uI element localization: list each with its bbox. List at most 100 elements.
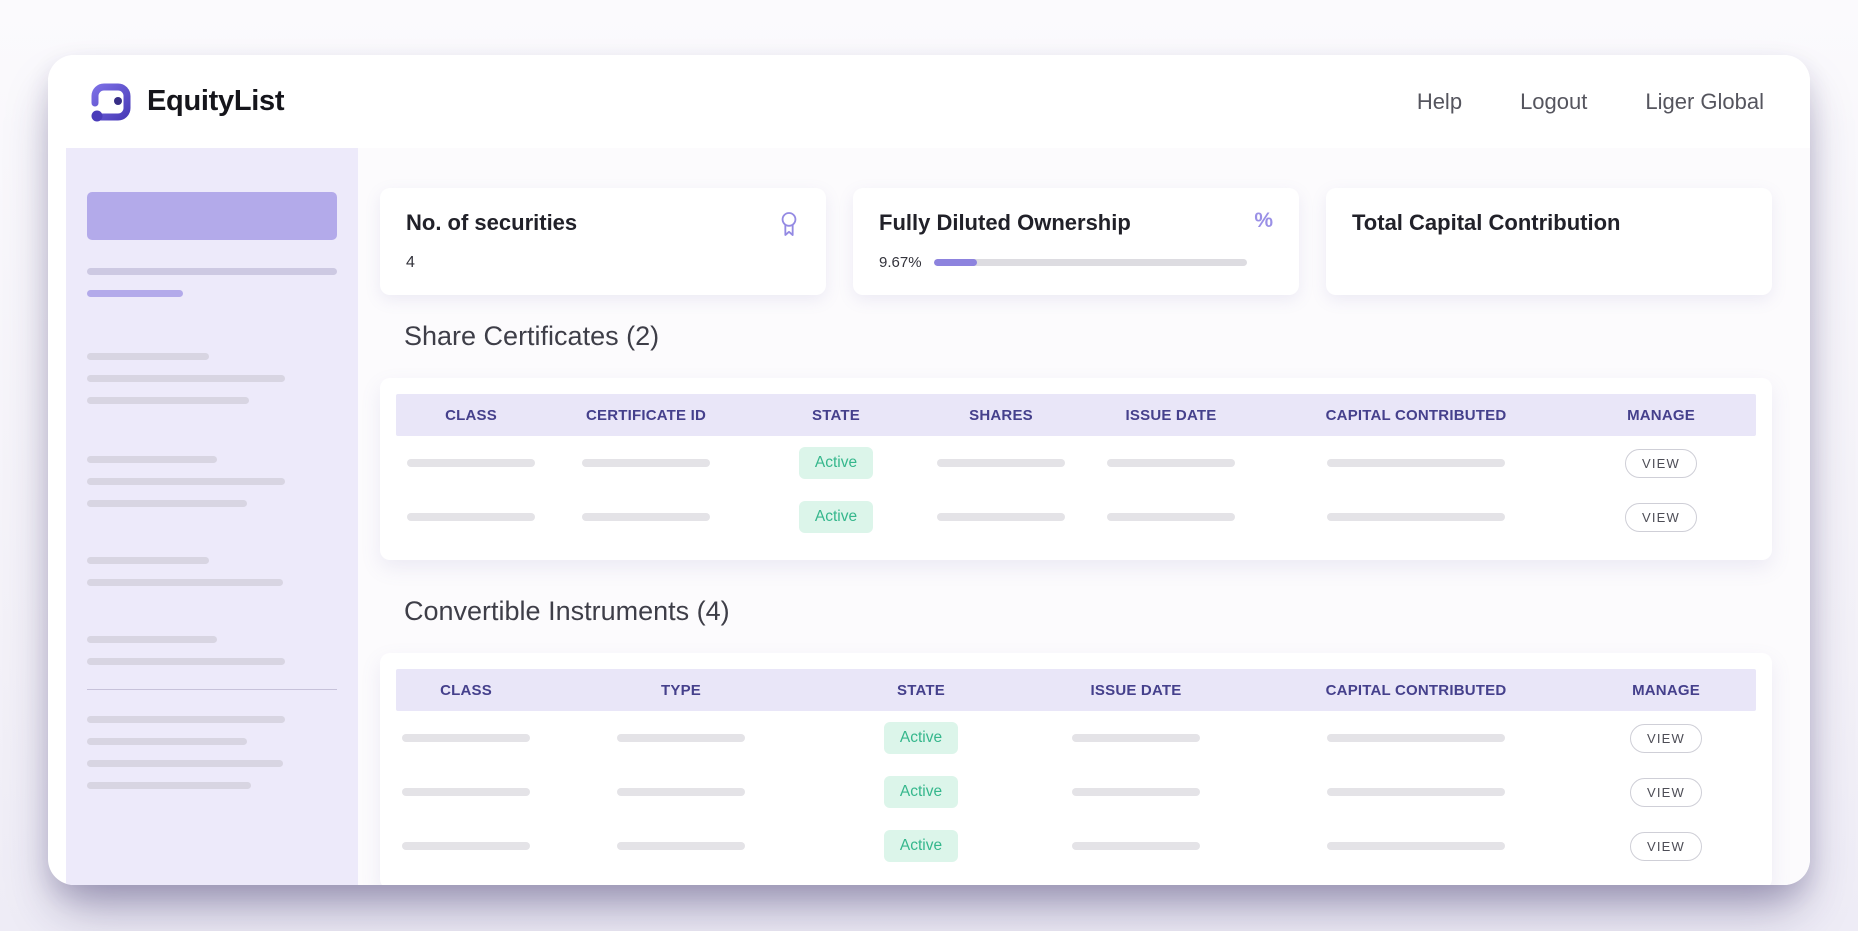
cell-state: Active — [746, 501, 926, 533]
equitylist-logo-icon — [91, 83, 131, 121]
status-badge: Active — [798, 501, 874, 533]
cell-certificate-id — [546, 459, 746, 467]
cell-skeleton — [1107, 459, 1235, 467]
cell-state: Active — [746, 447, 926, 479]
cell-state: Active — [826, 830, 1016, 862]
content-row: No. of securities 4 Fully Diluted Owners… — [48, 148, 1810, 885]
cell-skeleton — [402, 842, 530, 850]
stat-title: Fully Diluted Ownership — [879, 210, 1131, 235]
stat-card-capital: Total Capital Contribution — [1326, 188, 1772, 295]
stat-card-header: No. of securities — [406, 210, 800, 238]
stats-row: No. of securities 4 Fully Diluted Owners… — [380, 188, 1772, 295]
sidebar-skeleton-bar — [87, 658, 285, 665]
sidebar-skeleton-bar — [87, 478, 285, 485]
view-button[interactable]: VIEW — [1624, 502, 1698, 532]
status-badge: Active — [883, 722, 959, 754]
view-button[interactable]: VIEW — [1629, 831, 1703, 861]
stat-card-ownership: Fully Diluted Ownership % 9.67% — [853, 188, 1299, 295]
cell-skeleton — [1327, 842, 1505, 850]
cell-issue-date — [1076, 513, 1266, 521]
cell-class — [396, 513, 546, 521]
col-certificate-id: CERTIFICATE ID — [585, 406, 707, 424]
nav-help[interactable]: Help — [1416, 88, 1463, 114]
sidebar-skeleton-group — [87, 456, 337, 507]
cell-state: Active — [826, 776, 1016, 808]
sidebar-skeleton-bar — [87, 353, 209, 360]
sidebar-skeleton-bar — [87, 738, 247, 745]
brand-name: EquityList — [147, 85, 285, 117]
award-ribbon-icon — [781, 212, 797, 236]
securities-count: 4 — [406, 254, 415, 271]
col-capital-contributed: CAPITAL CONTRIBUTED — [1325, 681, 1507, 699]
ownership-value-row: 9.67% — [879, 254, 1273, 271]
cell-capital-contributed — [1256, 842, 1576, 850]
table-row: Active VIEW — [396, 490, 1756, 544]
convertible-instruments-title: Convertible Instruments (4) — [404, 596, 730, 626]
cell-capital-contributed — [1256, 788, 1576, 796]
cell-capital-contributed — [1256, 734, 1576, 742]
cell-class — [396, 842, 536, 850]
cell-manage: VIEW — [1566, 448, 1756, 478]
cell-type — [536, 842, 826, 850]
table-row: Active VIEW — [396, 436, 1756, 490]
view-button[interactable]: VIEW — [1624, 448, 1698, 478]
nav-account[interactable]: Liger Global — [1645, 88, 1764, 114]
cell-capital-contributed — [1266, 459, 1566, 467]
app-window: EquityList Help Logout Liger Global — [48, 55, 1810, 885]
col-manage: MANAGE — [1627, 406, 1695, 424]
sidebar-skeleton-bar — [87, 760, 283, 767]
sidebar-skeleton-group — [87, 716, 337, 789]
col-state: STATE — [897, 681, 945, 699]
cell-skeleton — [1107, 513, 1235, 521]
cell-skeleton — [937, 459, 1065, 467]
cell-manage: VIEW — [1576, 831, 1756, 861]
cell-skeleton — [1072, 734, 1200, 742]
cell-skeleton — [1327, 788, 1505, 796]
sidebar-skeleton-group — [87, 557, 337, 586]
col-shares: SHARES — [969, 406, 1033, 424]
status-badge: Active — [798, 447, 874, 479]
table-header-row: CLASS CERTIFICATE ID STATE SHARES ISSUE … — [396, 394, 1756, 436]
share-certificates-table: CLASS CERTIFICATE ID STATE SHARES ISSUE … — [380, 378, 1772, 560]
col-class: CLASS — [445, 406, 497, 424]
ownership-percentage: 9.67% — [879, 254, 922, 271]
cell-class — [396, 459, 546, 467]
view-button[interactable]: VIEW — [1629, 777, 1703, 807]
cell-class — [396, 788, 536, 796]
cell-manage: VIEW — [1566, 502, 1756, 532]
col-capital-contributed: CAPITAL CONTRIBUTED — [1325, 406, 1507, 424]
sidebar-skeleton-bar — [87, 636, 217, 643]
cell-skeleton — [402, 788, 530, 796]
col-class: CLASS — [440, 681, 492, 699]
col-issue-date: ISSUE DATE — [1125, 406, 1217, 424]
cell-type — [536, 734, 826, 742]
nav-logout[interactable]: Logout — [1520, 88, 1588, 114]
cell-skeleton — [582, 459, 710, 467]
cell-skeleton — [617, 734, 745, 742]
sidebar — [66, 148, 358, 885]
topbar: EquityList Help Logout Liger Global — [48, 55, 1810, 148]
brand: EquityList — [88, 80, 284, 124]
col-state: STATE — [812, 406, 860, 424]
table-row: Active VIEW — [396, 765, 1756, 819]
cell-skeleton — [1327, 513, 1505, 521]
share-certificates-title: Share Certificates (2) — [404, 321, 660, 351]
view-button[interactable]: VIEW — [1629, 723, 1703, 753]
sidebar-skeleton-bar — [87, 782, 251, 789]
cell-skeleton — [407, 513, 535, 521]
cell-issue-date — [1076, 459, 1266, 467]
sidebar-skeleton-bar — [87, 397, 249, 404]
percent-icon: % — [1254, 209, 1273, 232]
sidebar-skeleton-bar — [87, 290, 183, 297]
col-issue-date: ISSUE DATE — [1090, 681, 1182, 699]
cell-skeleton — [582, 513, 710, 521]
cell-skeleton — [937, 513, 1065, 521]
main-content: No. of securities 4 Fully Diluted Owners… — [358, 148, 1810, 885]
stat-card-securities: No. of securities 4 — [380, 188, 826, 295]
convertible-instruments-table: CLASS TYPE STATE ISSUE DATE CAPITAL CONT… — [380, 653, 1772, 885]
cell-skeleton — [1072, 788, 1200, 796]
cell-skeleton — [1327, 459, 1505, 467]
cell-class — [396, 734, 536, 742]
sidebar-skeleton-bar — [87, 557, 209, 564]
cell-issue-date — [1016, 842, 1256, 850]
